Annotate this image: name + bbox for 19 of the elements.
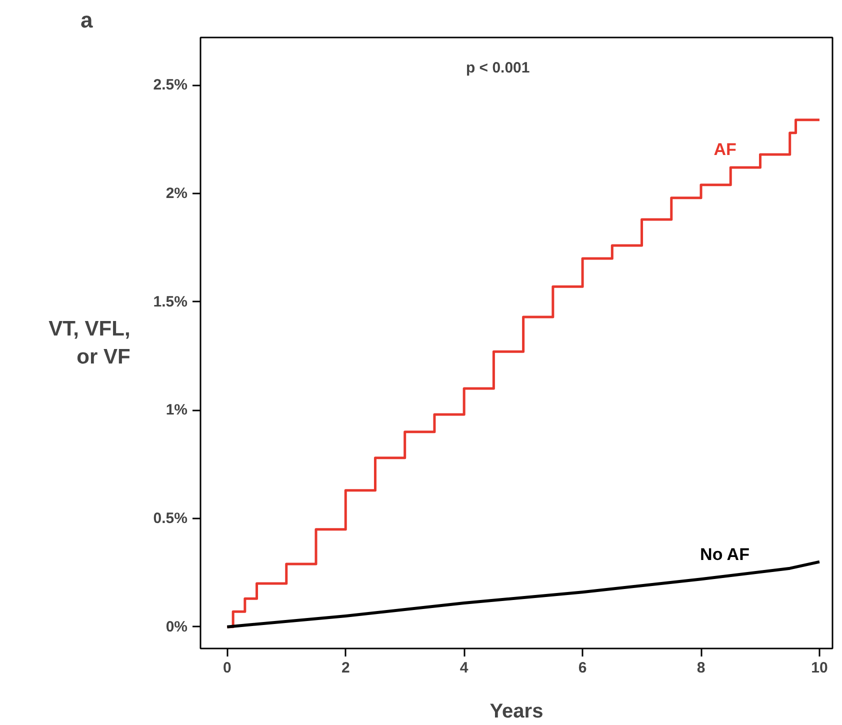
y-tick-label: 1.5% (153, 293, 188, 310)
x-tick-label: 0 (222, 660, 232, 676)
y-axis-title: VT, VFL, or VF (48, 318, 130, 368)
series-label: AF (714, 140, 736, 159)
chart-title: a (80, 8, 94, 32)
x-tick-label: 8 (696, 660, 706, 676)
y-tick-label: 2.5% (153, 76, 188, 94)
x-tick-label: 2 (341, 660, 350, 676)
x-tick-label: 4 (460, 660, 469, 676)
x-tick-label: 6 (578, 660, 587, 676)
annotation: p < 0.001 (466, 60, 530, 77)
x-tick-label: 10 (811, 660, 828, 676)
y-tick-label: 0.5% (153, 510, 188, 527)
line-series (226, 560, 821, 628)
y-tick-label: 1% (166, 402, 188, 419)
y-tick-label: 2% (166, 185, 188, 202)
y-tick-label: 0% (166, 618, 188, 636)
series-label: No AF (700, 545, 750, 564)
x-axis-title: Years (490, 700, 544, 722)
